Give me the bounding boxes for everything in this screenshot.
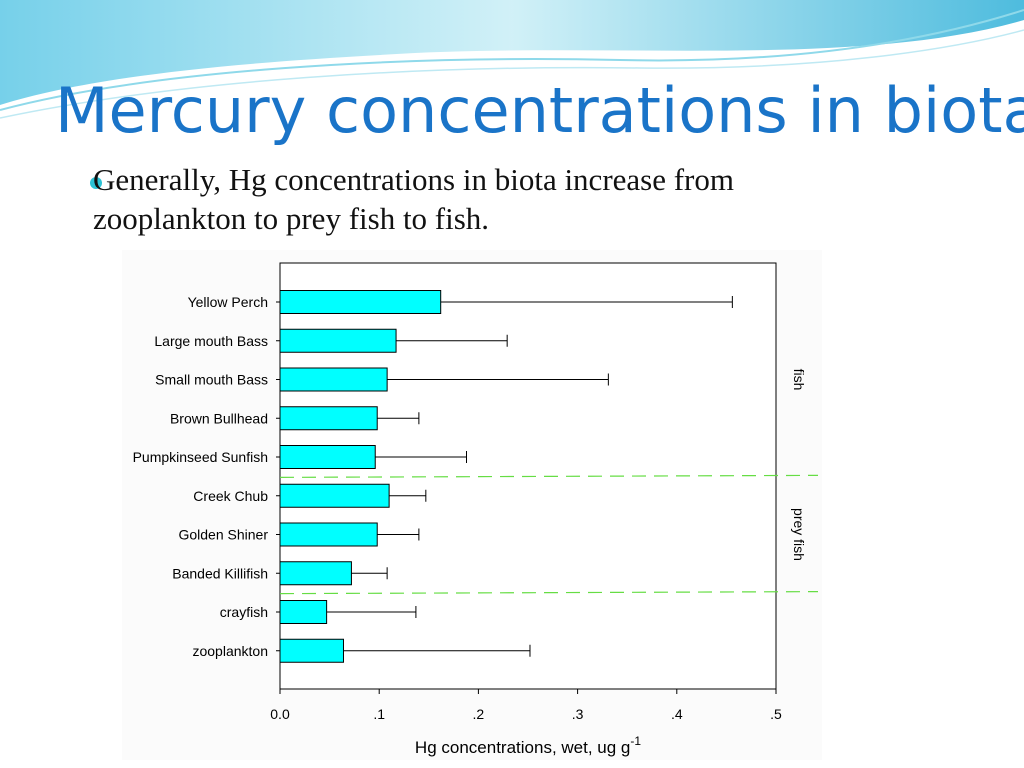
bar <box>279 328 397 353</box>
group-label: prey fish <box>791 508 807 561</box>
bar <box>279 483 390 508</box>
category-label: Pumpkinseed Sunfish <box>133 449 268 465</box>
x-tick-label: .3 <box>572 706 584 722</box>
x-tick-label: .1 <box>373 706 385 722</box>
bar <box>279 367 388 392</box>
bar <box>279 522 378 547</box>
x-axis-title: Hg concentrations, wet, ug g-1 <box>415 734 641 757</box>
category-label: Brown Bullhead <box>170 410 268 426</box>
category-label: Large mouth Bass <box>154 333 268 349</box>
x-tick-label: 0.0 <box>270 706 290 722</box>
chart-panel: 0.0 .1 .2 .3 .4 .5 Yellow Perch Large mouth Bas… <box>122 250 822 760</box>
bar <box>279 290 442 314</box>
category-label: zooplankton <box>192 643 268 659</box>
x-tick-label: .5 <box>770 706 782 722</box>
category-label: Banded Killifish <box>172 565 268 581</box>
bar <box>279 638 344 663</box>
bar <box>279 445 376 469</box>
category-label: crayfish <box>220 604 268 620</box>
slide-title: Mercury concentrations in biota <box>55 74 1024 147</box>
category-label: Golden Shiner <box>178 527 268 543</box>
header-wave-decoration <box>0 0 1024 119</box>
bar <box>279 561 352 586</box>
group-divider-line <box>279 474 819 478</box>
bar <box>279 406 378 431</box>
x-tick-label: .4 <box>671 706 683 722</box>
bullet-text: Generally, Hg concentrations in biota in… <box>93 162 734 236</box>
mercury-bar-chart: 0.0 .1 .2 .3 .4 .5 Yellow Perch Large mouth Bas… <box>133 262 819 757</box>
group-divider-line <box>279 591 819 595</box>
bullet-dot-icon <box>90 177 102 189</box>
bar <box>279 600 328 624</box>
category-label: Yellow Perch <box>188 294 268 310</box>
x-tick-label: .2 <box>473 706 485 722</box>
group-label: fish <box>791 369 807 391</box>
category-label: Small mouth Bass <box>155 372 268 388</box>
category-label: Creek Chub <box>193 488 268 504</box>
